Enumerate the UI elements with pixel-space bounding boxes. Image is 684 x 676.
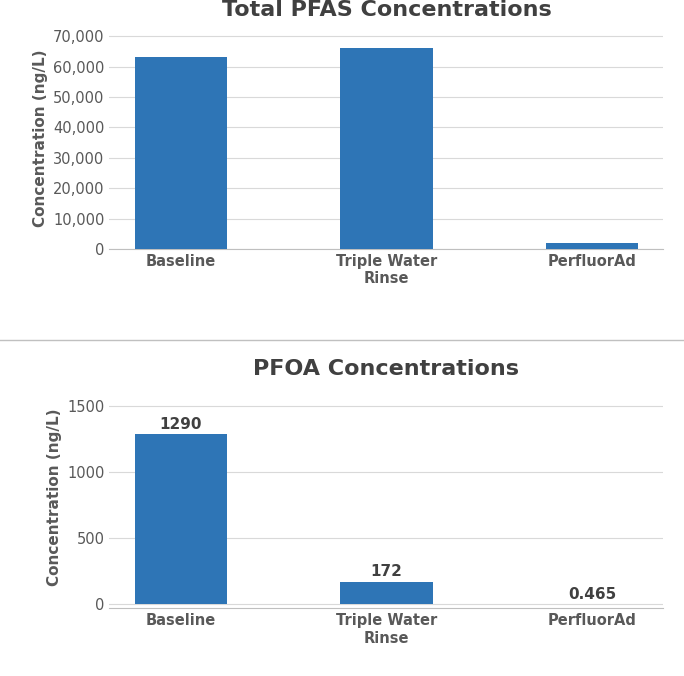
Bar <box>135 57 227 249</box>
Bar <box>340 582 433 604</box>
Bar <box>546 243 638 249</box>
Text: 172: 172 <box>371 564 402 579</box>
Y-axis label: Concentration (ng/L): Concentration (ng/L) <box>47 409 62 586</box>
Title: Total PFAS Concentrations: Total PFAS Concentrations <box>222 0 551 20</box>
Title: PFOA Concentrations: PFOA Concentrations <box>254 360 519 379</box>
Text: 0.465: 0.465 <box>568 587 616 602</box>
Bar <box>135 434 227 604</box>
Text: 1290: 1290 <box>159 416 202 432</box>
Y-axis label: Concentration (ng/L): Concentration (ng/L) <box>33 49 47 226</box>
Bar <box>340 48 433 249</box>
